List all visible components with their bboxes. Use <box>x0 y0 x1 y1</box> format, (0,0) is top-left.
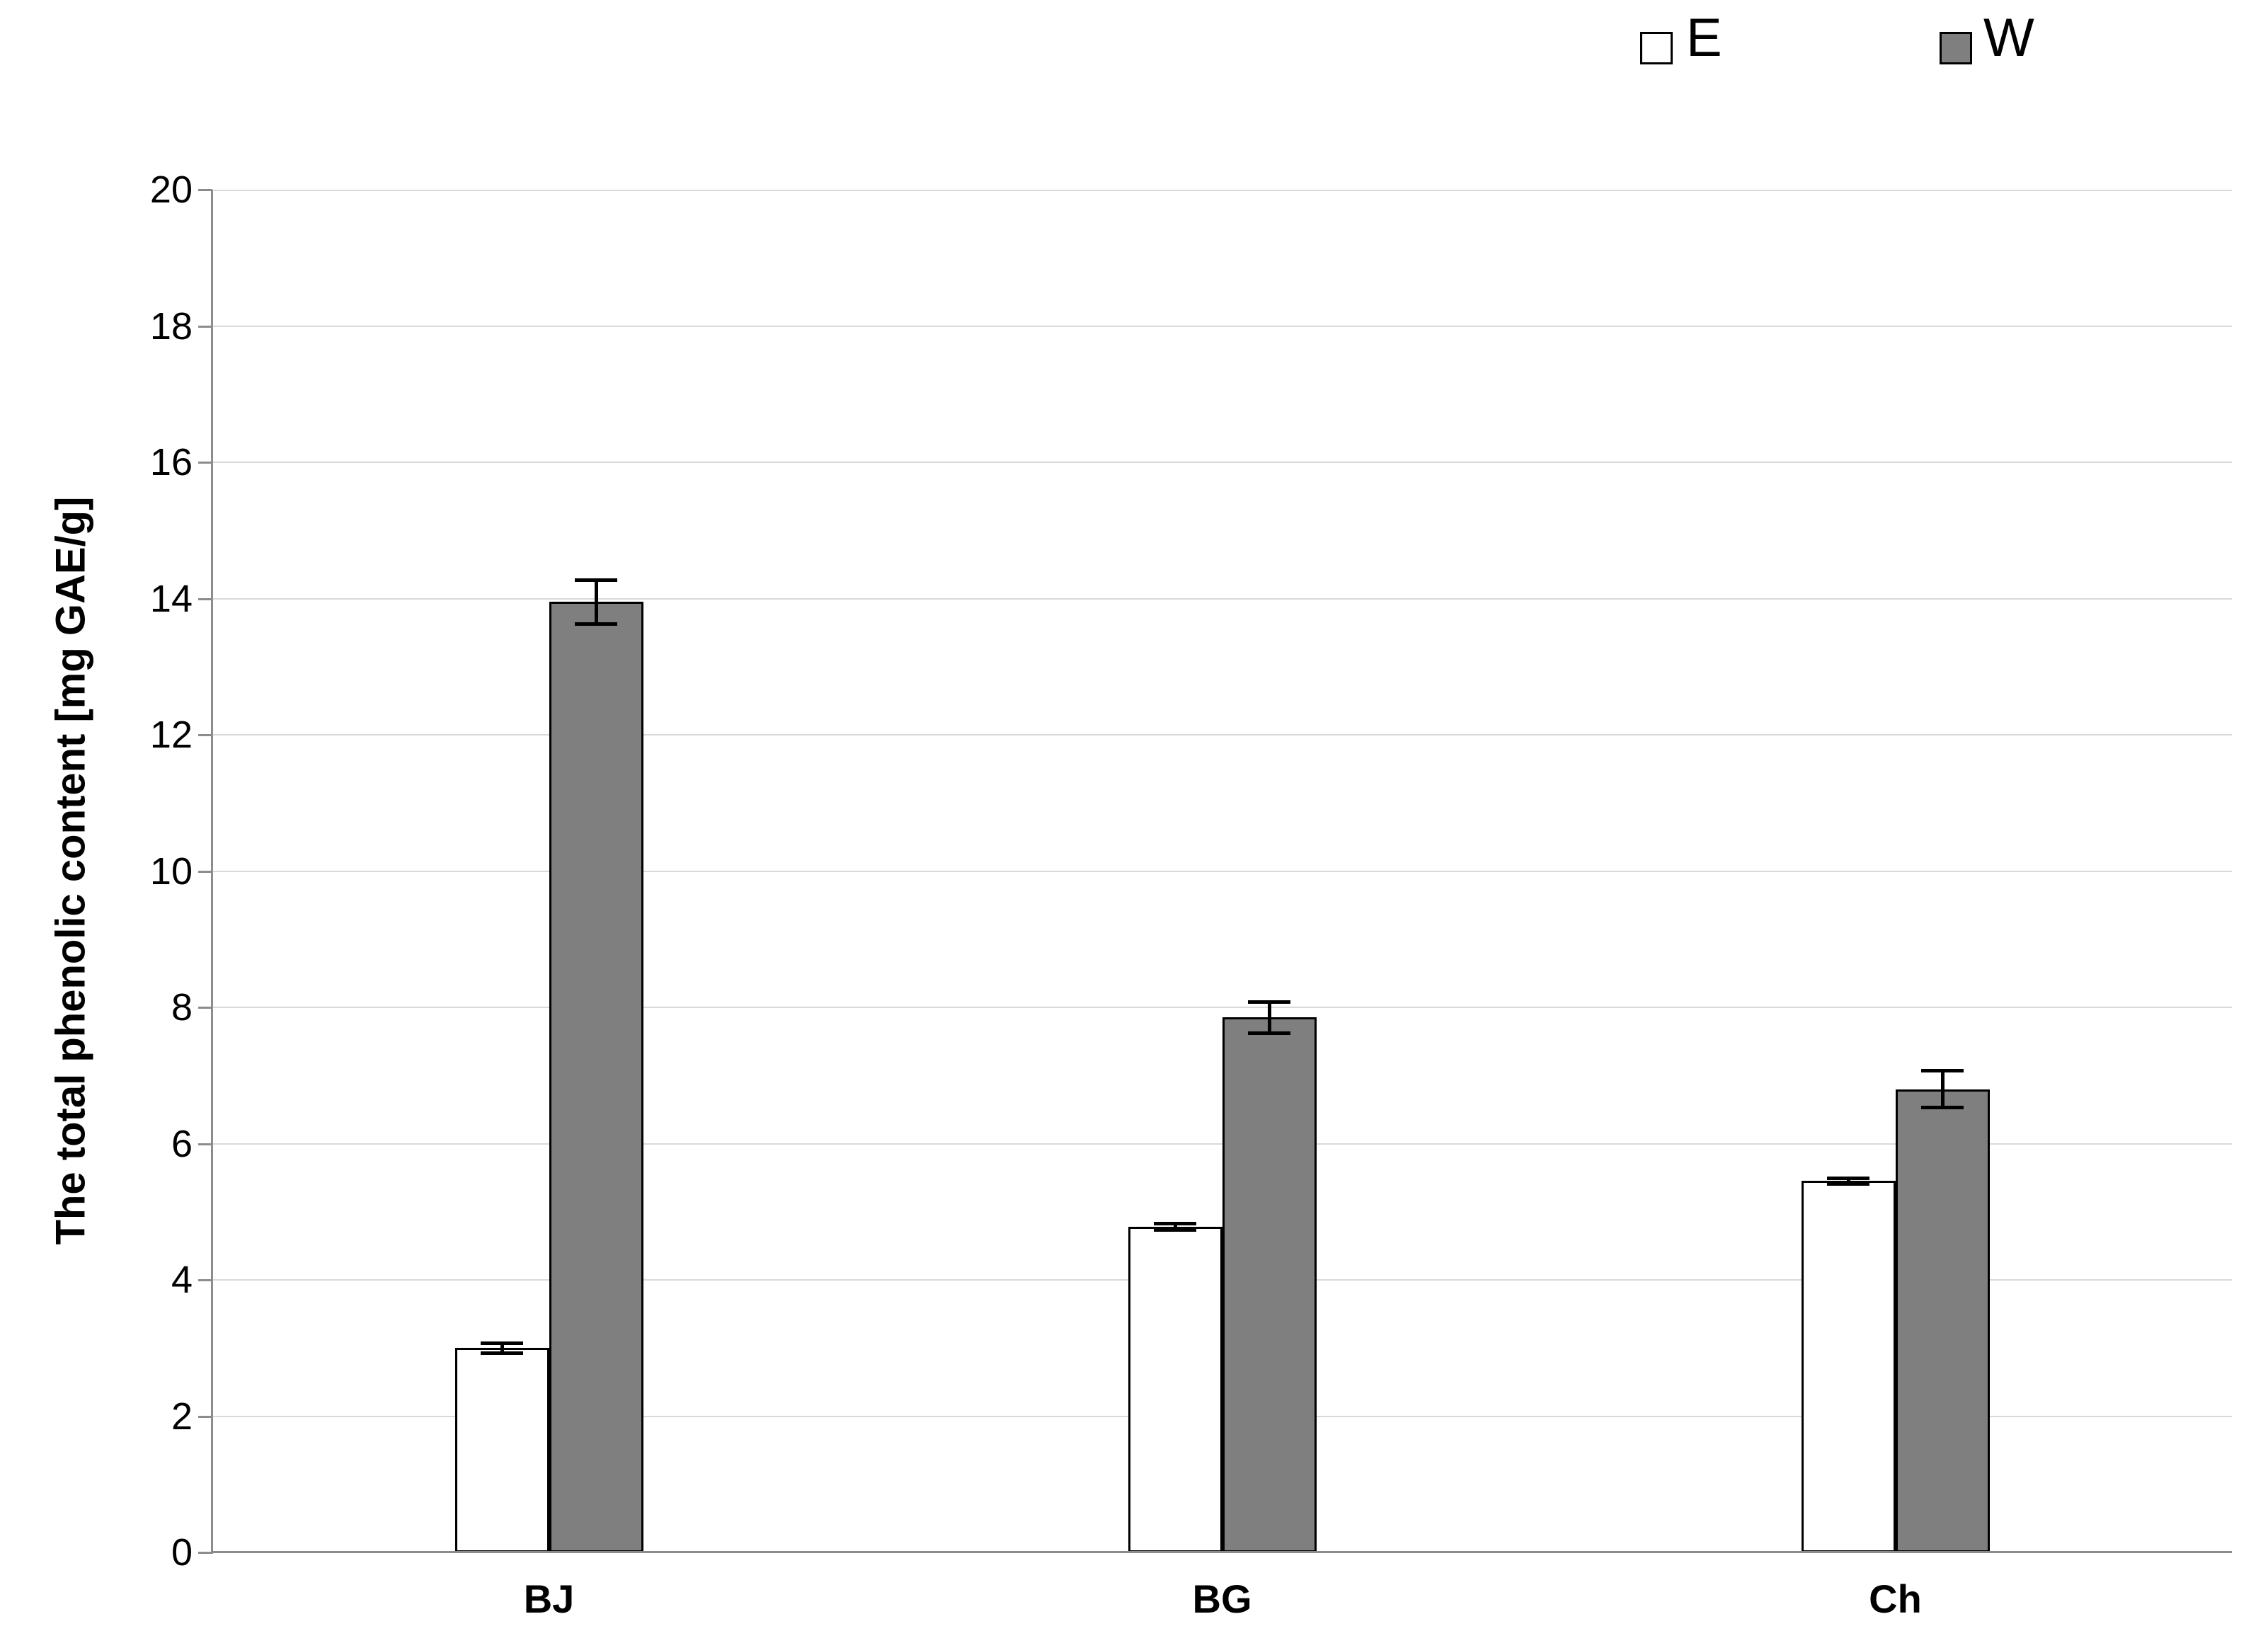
y-tick-label-20: 20 <box>149 168 193 211</box>
error-bar-cap-W-BJ <box>575 578 617 582</box>
y-tick-mark-10 <box>198 870 212 873</box>
gridline-10 <box>212 870 2232 872</box>
bar-W-Ch <box>1895 1089 1990 1552</box>
y-tick-label-14: 14 <box>149 577 193 620</box>
gridline-12 <box>212 734 2232 736</box>
error-bar-W-Ch <box>1940 1068 1945 1110</box>
y-tick-label-10: 10 <box>149 849 193 893</box>
error-bar-cap-W-BG <box>1248 1000 1290 1005</box>
gridline-14 <box>212 597 2232 600</box>
y-tick-label-2: 2 <box>171 1395 193 1438</box>
y-tick-label-4: 4 <box>171 1259 193 1301</box>
error-bar-cap-E-BG <box>1154 1227 1196 1232</box>
gridline-20 <box>212 190 2232 191</box>
error-bar-cap-E-BG <box>1154 1222 1196 1226</box>
y-tick-label-12: 12 <box>149 714 193 756</box>
x-axis-line <box>212 1551 2232 1553</box>
legend-swatch-w-icon <box>1940 32 1972 64</box>
error-bar-W-BJ <box>594 578 598 626</box>
y-tick-mark-2 <box>198 1415 212 1418</box>
bar-W-BJ <box>549 602 643 1552</box>
legend-swatch-e-icon <box>1640 32 1673 64</box>
bar-E-BJ <box>454 1348 549 1552</box>
legend-label-w: W <box>1983 8 2034 68</box>
x-category-label-Ch: Ch <box>1869 1576 1922 1621</box>
y-tick-mark-0 <box>198 1552 212 1554</box>
gridline-18 <box>212 325 2232 327</box>
error-bar-cap-E-BJ <box>481 1341 523 1345</box>
error-bar-E-BG <box>1173 1222 1177 1232</box>
error-bar-E-BJ <box>500 1341 504 1355</box>
y-tick-mark-14 <box>198 597 212 600</box>
y-tick-mark-20 <box>198 189 212 191</box>
error-bar-W-BG <box>1267 1000 1271 1035</box>
y-tick-label-0: 0 <box>171 1531 193 1574</box>
error-bar-E-Ch <box>1846 1176 1850 1186</box>
y-tick-mark-4 <box>198 1279 212 1281</box>
error-bar-cap-E-Ch <box>1827 1182 1869 1186</box>
error-bar-cap-W-BJ <box>575 622 617 626</box>
error-bar-cap-E-BJ <box>481 1351 523 1355</box>
y-tick-mark-16 <box>198 462 212 464</box>
y-tick-mark-18 <box>198 325 212 328</box>
y-tick-mark-6 <box>198 1143 212 1145</box>
bar-E-BG <box>1128 1226 1222 1552</box>
x-category-label-BG: BG <box>1192 1576 1252 1621</box>
error-bar-cap-E-Ch <box>1827 1176 1869 1180</box>
y-tick-label-6: 6 <box>171 1122 193 1165</box>
y-tick-mark-8 <box>198 1007 212 1009</box>
y-tick-label-18: 18 <box>149 304 193 348</box>
x-category-label-BJ: BJ <box>523 1576 575 1621</box>
gridline-16 <box>212 462 2232 463</box>
y-tick-label-16: 16 <box>149 441 193 483</box>
error-bar-cap-W-BG <box>1248 1031 1290 1035</box>
plot-area: BJ BG Ch <box>212 190 2232 1619</box>
y-tick-mark-12 <box>198 734 212 736</box>
y-tick-label-8: 8 <box>171 986 193 1029</box>
error-bar-cap-W-Ch <box>1921 1068 1964 1072</box>
bar-E-Ch <box>1801 1181 1896 1552</box>
error-bar-cap-W-Ch <box>1921 1106 1964 1110</box>
bar-W-BG <box>1222 1017 1317 1552</box>
legend-label-e: E <box>1686 8 1722 68</box>
gridline-8 <box>212 1007 2232 1008</box>
